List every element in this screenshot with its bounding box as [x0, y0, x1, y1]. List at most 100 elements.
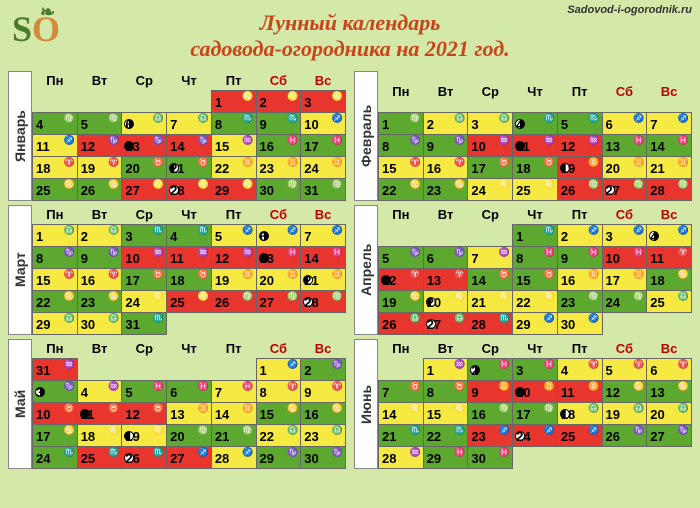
day-cell: 25♏ — [77, 446, 122, 468]
day-cell: 17♉ — [122, 268, 167, 290]
weekday-header: Ср — [122, 339, 167, 359]
day-cell: 15♉ — [513, 268, 558, 290]
day-cell: 21♌ — [468, 290, 513, 312]
month-Май: МайПнВтСрЧтПтСбВс31♒1♐2♑3♑4♒5♓6♓7♓8♈9♈10… — [8, 339, 346, 469]
day-cell: 10♊ — [513, 380, 558, 402]
day-cell: 4♐ — [647, 224, 692, 246]
day-cell: 25♌ — [167, 290, 212, 312]
day-cell: 8♑ — [33, 246, 78, 268]
day-cell: 12♋ — [602, 380, 647, 402]
day-cell: 7♎ — [167, 112, 212, 134]
weekday-header: Пт — [557, 71, 602, 113]
weekday-header: Чт — [167, 205, 212, 225]
weekday-header: Чт — [167, 339, 212, 359]
day-cell: 25♌ — [513, 178, 558, 200]
weekday-header: Ср — [122, 71, 167, 91]
weekday-header: Вт — [77, 205, 122, 225]
month-label: Май — [8, 339, 32, 469]
day-cell: 13♊ — [167, 402, 212, 424]
month-label: Март — [8, 205, 32, 335]
day-cell: 27♑ — [647, 424, 692, 446]
day-cell: 12♒ — [557, 134, 602, 156]
day-cell: 27♍ — [256, 290, 301, 312]
weekday-header: Сб — [602, 71, 647, 113]
day-cell: 9♑ — [423, 134, 468, 156]
day-cell: 5♈ — [602, 358, 647, 380]
day-cell: 29♐ — [513, 312, 558, 334]
day-cell: 1♍ — [379, 112, 424, 134]
day-cell: 11♐ — [33, 134, 78, 156]
day-cell: 1♒ — [423, 358, 468, 380]
weekday-header: Сб — [256, 71, 301, 91]
day-cell: 23♊ — [256, 156, 301, 178]
weekday-header: Вс — [647, 205, 692, 225]
weekday-header: Вс — [301, 205, 346, 225]
weekday-header: Пт — [557, 205, 602, 225]
day-cell: 20♍ — [167, 424, 212, 446]
weekday-header: Ср — [468, 205, 513, 225]
month-table: ПнВтСрЧтПтСбВс1♍2♎3♎4♏5♏6♐7♐8♑9♑10♒11♒12… — [378, 71, 692, 201]
month-table: ПнВтСрЧтПтСбВс1♒2♓3♓4♈5♈6♈7♉8♉9♊10♊11♊12… — [378, 339, 692, 469]
day-cell: 22♏ — [423, 424, 468, 446]
day-cell: 28♍ — [301, 290, 346, 312]
day-cell: 29♑ — [256, 446, 301, 468]
weekday-header: Пн — [33, 71, 78, 91]
leaf-icon: ❧ — [40, 2, 55, 23]
day-cell: 24♌ — [468, 178, 513, 200]
day-cell: 24♍ — [602, 290, 647, 312]
weekday-header: Вт — [423, 205, 468, 225]
day-cell: 27♍ — [602, 178, 647, 200]
day-cell: 20♎ — [647, 402, 692, 424]
month-label: Февраль — [354, 71, 378, 201]
day-cell: 29♌ — [211, 178, 256, 200]
day-cell: 23♋ — [77, 290, 122, 312]
day-cell: 21♍ — [211, 424, 256, 446]
empty-cell — [211, 358, 256, 380]
month-table: ПнВтСрЧтПтСбВс31♒1♐2♑3♑4♒5♓6♓7♓8♈9♈10♉11… — [32, 339, 346, 469]
day-cell: 6♐ — [256, 224, 301, 246]
weekday-header: Вс — [647, 339, 692, 359]
day-cell: 24♊ — [301, 156, 346, 178]
calendar-grid: ЯнварьПнВтСрЧтПтСбВс1♌2♌3♌4♍5♍6♎7♎8♏9♏10… — [0, 69, 700, 471]
day-cell: 17♋ — [33, 424, 78, 446]
day-cell: 16♓ — [256, 134, 301, 156]
day-cell: 3♎ — [468, 112, 513, 134]
day-cell: 9♑ — [77, 246, 122, 268]
day-cell: 15♈ — [379, 156, 424, 178]
weekday-header: Сб — [602, 205, 647, 225]
day-cell: 26♑ — [602, 424, 647, 446]
day-cell: 22♌ — [513, 290, 558, 312]
day-cell: 28♐ — [211, 446, 256, 468]
empty-cell — [379, 224, 424, 246]
day-cell: 28♒ — [379, 446, 424, 468]
day-cell: 23♎ — [301, 424, 346, 446]
day-cell: 19♋ — [379, 290, 424, 312]
month-table: ПнВтСрЧтПтСбВс1♌2♌3♌4♍5♍6♎7♎8♏9♏10♐11♐12… — [32, 71, 346, 201]
weekday-header: Вс — [647, 71, 692, 113]
day-cell: 4♈ — [557, 358, 602, 380]
month-Март: МартПнВтСрЧтПтСбВс1♎2♎3♏4♏5♐6♐7♐8♑9♑10♒1… — [8, 205, 346, 335]
watermark: Sadovod-i-ogorodnik.ru — [567, 4, 692, 16]
empty-cell — [423, 224, 468, 246]
day-cell: 2♎ — [77, 224, 122, 246]
day-cell: 30♎ — [77, 312, 122, 334]
weekday-header: Вс — [301, 71, 346, 91]
month-label: Январь — [8, 71, 32, 201]
day-cell: 10♉ — [33, 402, 78, 424]
day-cell: 11♒ — [513, 134, 558, 156]
day-cell: 1♏ — [513, 224, 558, 246]
day-cell: 27♐ — [167, 446, 212, 468]
day-cell: 28♍ — [647, 178, 692, 200]
day-cell: 18♎ — [557, 402, 602, 424]
day-cell: 9♈ — [301, 380, 346, 402]
empty-cell — [122, 358, 167, 380]
day-cell: 24♐ — [513, 424, 558, 446]
day-cell: 25♐ — [557, 424, 602, 446]
weekday-header: Сб — [602, 339, 647, 359]
day-cell: 7♓ — [211, 380, 256, 402]
day-cell: 10♐ — [301, 112, 346, 134]
empty-cell — [33, 90, 78, 112]
day-cell: 27♎ — [423, 312, 468, 334]
empty-cell — [602, 446, 647, 468]
day-cell: 11♉ — [77, 402, 122, 424]
